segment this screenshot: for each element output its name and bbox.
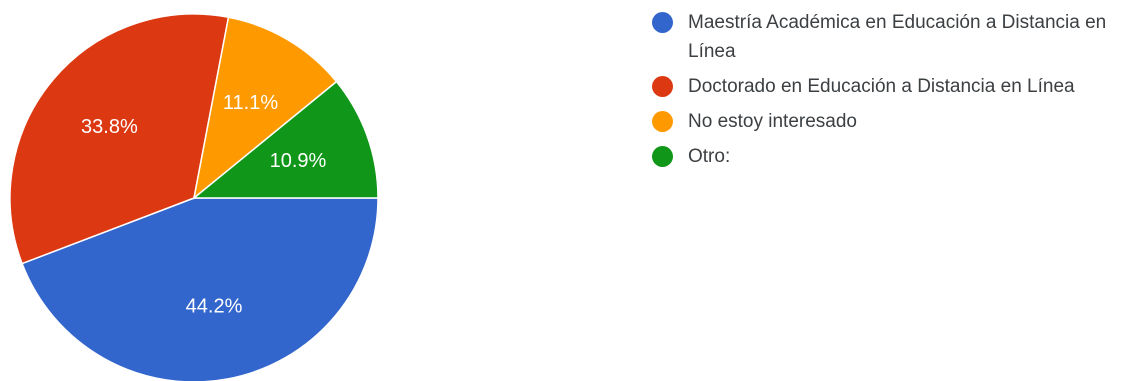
pie-slice-no-interesado[interactable] [192,16,338,200]
legend-label-otro: Otro: [688,146,731,167]
pie-slice-maestria[interactable] [21,197,379,381]
pie-chart: 44.2% 33.8% 11.1% 10.9% [9,13,379,381]
legend-item-otro[interactable]: Otro: [652,142,1122,171]
pie-label-maestria: 44.2% [186,296,243,318]
legend-label-no-interesado: No estoy interesado [688,111,857,132]
legend-item-maestria[interactable]: Maestría Académica en Educación a Distan… [652,8,1122,66]
pie-label-no-interesado: 11.1% [223,92,278,114]
pie-label-otro: 10.9% [270,150,327,172]
legend-label-doctorado: Doctorado en Educación a Distancia en Lí… [688,76,1075,97]
pie-label-doctorado: 33.8% [81,116,138,138]
pie-slice-doctorado[interactable] [9,13,230,265]
legend-item-doctorado[interactable]: Doctorado en Educación a Distancia en Lí… [652,72,1122,101]
legend-swatch-maestria [652,12,673,33]
legend-swatch-otro [652,146,673,167]
legend-label-maestria: Maestría Académica en Educación a Distan… [688,12,1107,62]
legend-swatch-doctorado [652,76,673,97]
chart-legend: Maestría Académica en Educación a Distan… [652,8,1122,177]
legend-swatch-no-interesado [652,111,673,132]
pie-slice-otro[interactable] [191,80,379,199]
legend-item-no-interesado[interactable]: No estoy interesado [652,107,1122,136]
